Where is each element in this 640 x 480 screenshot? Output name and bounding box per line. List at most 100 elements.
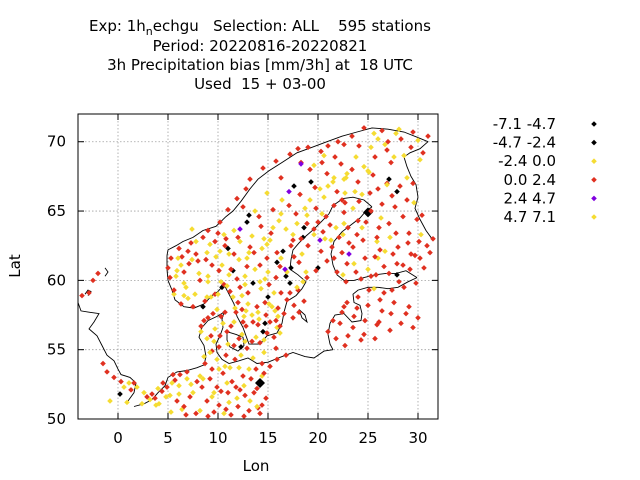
station-marker bbox=[178, 262, 184, 268]
station-marker bbox=[298, 161, 304, 167]
station-marker bbox=[200, 303, 206, 310]
station-marker bbox=[225, 245, 231, 252]
station-marker bbox=[412, 252, 418, 259]
station-marker bbox=[175, 255, 181, 261]
station-marker bbox=[410, 129, 416, 135]
station-marker bbox=[303, 269, 309, 275]
station-marker bbox=[221, 410, 227, 417]
station-marker bbox=[391, 299, 397, 306]
station-marker bbox=[334, 188, 340, 195]
station-marker bbox=[170, 371, 176, 378]
station-marker bbox=[241, 382, 247, 389]
legend-marker bbox=[591, 139, 597, 146]
station-marker bbox=[427, 249, 433, 256]
station-marker bbox=[362, 317, 368, 324]
station-marker bbox=[209, 366, 215, 372]
station-marker bbox=[300, 278, 306, 285]
station-marker bbox=[278, 255, 284, 261]
station-marker bbox=[214, 356, 220, 363]
station-marker bbox=[355, 294, 361, 300]
station-marker bbox=[209, 348, 215, 354]
y-axis-label: Lat bbox=[6, 254, 24, 278]
station-marker bbox=[236, 335, 242, 342]
station-marker bbox=[341, 176, 347, 182]
station-marker bbox=[317, 186, 323, 192]
station-marker bbox=[242, 338, 248, 345]
station-marker bbox=[183, 412, 189, 418]
station-marker bbox=[262, 299, 268, 306]
station-marker bbox=[343, 278, 349, 285]
station-marker bbox=[344, 299, 350, 306]
station-marker bbox=[197, 407, 203, 414]
station-marker bbox=[245, 301, 251, 307]
station-marker bbox=[256, 213, 262, 220]
station-marker bbox=[231, 319, 237, 325]
station-marker bbox=[298, 235, 304, 242]
station-marker bbox=[387, 327, 393, 334]
station-marker bbox=[193, 410, 199, 417]
station-marker bbox=[288, 265, 294, 271]
station-marker bbox=[346, 240, 352, 246]
station-marker bbox=[333, 335, 339, 342]
station-marker bbox=[218, 388, 224, 395]
station-marker bbox=[410, 180, 416, 187]
station-marker bbox=[287, 151, 293, 158]
station-marker bbox=[234, 276, 240, 282]
station-marker bbox=[258, 223, 264, 230]
station-marker bbox=[283, 352, 289, 359]
station-markers bbox=[79, 125, 436, 420]
station-marker bbox=[211, 409, 217, 415]
station-marker bbox=[398, 136, 404, 142]
station-marker bbox=[185, 248, 191, 255]
station-marker bbox=[404, 197, 410, 203]
station-marker bbox=[216, 267, 222, 274]
station-marker bbox=[240, 319, 246, 325]
station-marker bbox=[155, 385, 161, 392]
station-marker bbox=[239, 306, 245, 313]
station-marker bbox=[315, 219, 321, 225]
station-marker bbox=[246, 212, 252, 219]
station-marker bbox=[349, 133, 355, 139]
station-marker bbox=[179, 253, 185, 260]
station-marker bbox=[345, 333, 351, 339]
x-tick-label: 10 bbox=[208, 429, 227, 447]
station-marker bbox=[396, 126, 402, 133]
station-marker bbox=[255, 321, 261, 328]
station-marker bbox=[228, 323, 234, 329]
station-marker bbox=[304, 212, 310, 219]
station-marker bbox=[386, 220, 392, 227]
station-marker bbox=[360, 237, 366, 243]
station-marker bbox=[225, 341, 231, 347]
station-marker bbox=[333, 224, 339, 231]
station-marker bbox=[417, 255, 423, 261]
station-marker bbox=[240, 204, 246, 210]
station-marker bbox=[118, 378, 124, 385]
station-marker bbox=[250, 355, 256, 361]
station-marker bbox=[239, 292, 245, 299]
station-marker bbox=[373, 272, 379, 278]
station-marker bbox=[277, 330, 283, 336]
station-marker bbox=[197, 373, 203, 379]
station-marker bbox=[372, 154, 378, 160]
station-marker bbox=[384, 147, 390, 153]
station-marker bbox=[244, 263, 250, 270]
legend-marker bbox=[591, 177, 597, 183]
station-marker bbox=[195, 258, 201, 264]
station-marker bbox=[337, 320, 343, 327]
legend-label: -7.1 -4.7 bbox=[493, 115, 556, 133]
station-marker bbox=[355, 179, 361, 185]
station-marker bbox=[269, 303, 275, 310]
station-marker bbox=[165, 265, 171, 271]
station-marker bbox=[324, 258, 330, 264]
station-marker bbox=[174, 398, 180, 404]
legend-label: 2.4 4.7 bbox=[504, 189, 556, 207]
station-marker bbox=[198, 328, 204, 335]
station-marker bbox=[242, 392, 248, 399]
station-marker bbox=[86, 290, 92, 296]
station-marker bbox=[241, 413, 247, 420]
x-tick-label: 20 bbox=[308, 429, 327, 447]
station-marker bbox=[189, 226, 195, 232]
station-marker bbox=[343, 174, 349, 181]
station-marker bbox=[338, 161, 344, 167]
station-marker bbox=[187, 394, 193, 400]
